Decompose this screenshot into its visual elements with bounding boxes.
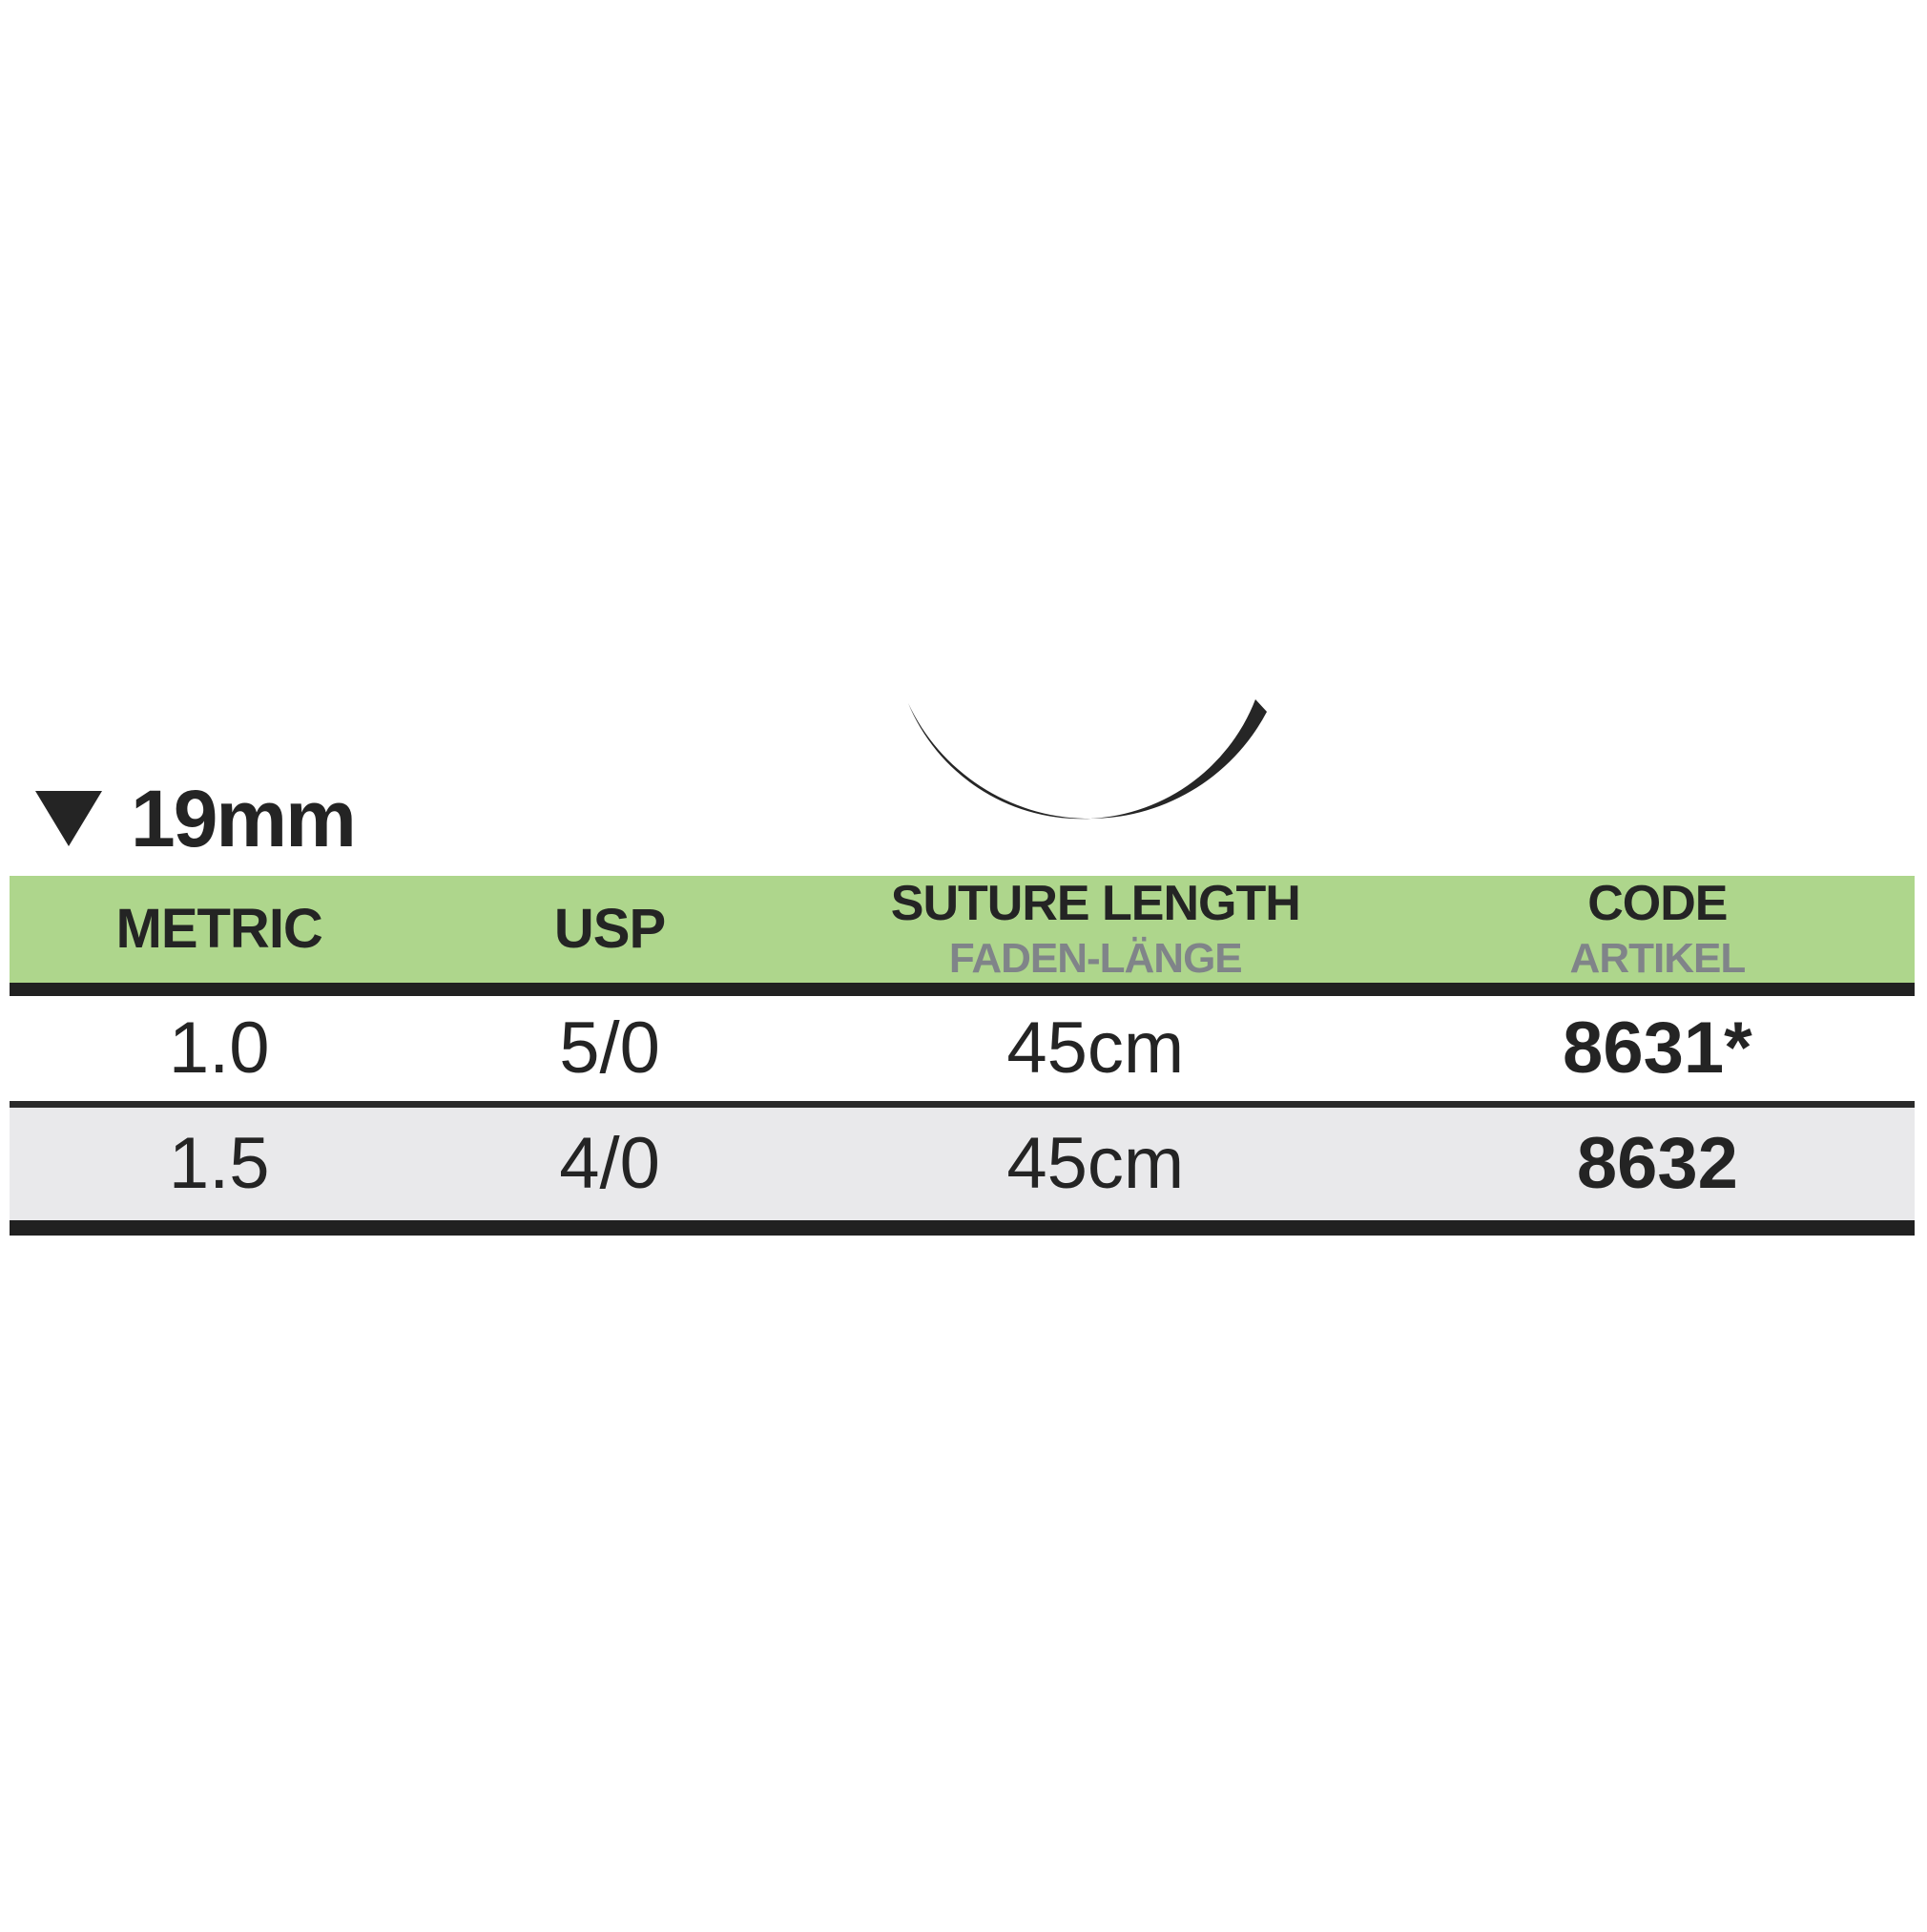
column-header-main: USP (553, 897, 666, 960)
row-divider-rule (10, 1101, 1915, 1108)
column-header-suture-length: SUTURE LENGTH FADEN-LÄNGE (791, 876, 1400, 983)
column-header-sub: FADEN-LÄNGE (948, 935, 1243, 983)
cell-metric: 1.0 (10, 996, 428, 1101)
cell-length: 45cm (791, 996, 1400, 1101)
cell-code: 8631* (1400, 996, 1915, 1101)
column-header-sub: ARTIKEL (1569, 935, 1747, 983)
table-row: 1.5 4/0 45cm 8632 (10, 1108, 1915, 1220)
length-value: 45cm (1006, 1008, 1185, 1089)
header-divider-rule (10, 983, 1915, 996)
column-header-main: SUTURE LENGTH (890, 875, 1301, 931)
column-header-metric: METRIC (10, 876, 428, 983)
usp-value: 4/0 (559, 1123, 660, 1204)
table-header-row: METRIC USP SUTURE LENGTH FADEN-LÄNGE COD… (10, 876, 1915, 983)
metric-value: 1.5 (168, 1123, 270, 1204)
code-value: 8632 (1576, 1123, 1738, 1204)
cell-usp: 5/0 (428, 996, 790, 1101)
column-header-main: METRIC (115, 897, 323, 960)
table-bottom-rule (10, 1220, 1915, 1236)
cell-usp: 4/0 (428, 1108, 790, 1220)
code-value: 8631* (1563, 1008, 1752, 1089)
down-triangle-icon (35, 791, 102, 846)
length-value: 45cm (1006, 1123, 1185, 1204)
needle-size-text: 19mm (131, 774, 357, 863)
cell-length: 45cm (791, 1108, 1400, 1220)
column-header-usp: USP (428, 876, 790, 983)
table-row: 1.0 5/0 45cm 8631* (10, 996, 1915, 1101)
column-header-main: CODE (1587, 875, 1728, 931)
cell-code: 8632 (1400, 1108, 1915, 1220)
suture-spec-table: METRIC USP SUTURE LENGTH FADEN-LÄNGE COD… (10, 876, 1915, 1236)
usp-value: 5/0 (559, 1008, 660, 1089)
column-header-code: CODE ARTIKEL (1400, 876, 1915, 983)
needle-size-label: 19mm (35, 774, 357, 863)
cell-metric: 1.5 (10, 1108, 428, 1220)
metric-value: 1.0 (168, 1008, 270, 1089)
